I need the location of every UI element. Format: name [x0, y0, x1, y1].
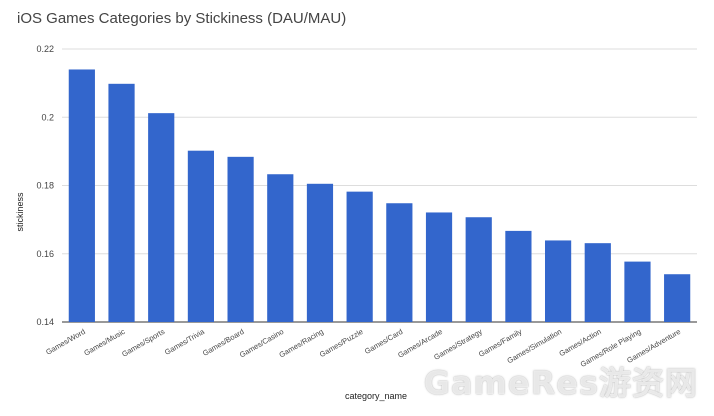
bar	[505, 230, 532, 322]
x-tick-label: Games/Trivia	[163, 327, 207, 357]
x-axis-label: category_name	[345, 391, 407, 401]
y-axis-label: stickiness	[15, 192, 25, 232]
bar	[68, 69, 95, 322]
bar	[306, 183, 334, 322]
y-tick-label: 0.22	[36, 44, 54, 54]
bar	[227, 156, 254, 322]
bar	[148, 113, 175, 322]
x-tick-label: Games/Music	[82, 327, 126, 358]
watermark: GameRes游资网	[423, 364, 698, 402]
y-tick-label: 0.16	[36, 249, 54, 259]
bar	[386, 203, 413, 322]
bar	[346, 191, 373, 322]
x-tick-label: Games/Puzzle	[318, 327, 365, 359]
bar	[108, 83, 135, 323]
bars-layer	[68, 69, 691, 323]
bar	[664, 274, 691, 322]
x-tick-label: Games/Sports	[120, 327, 166, 359]
bar	[267, 174, 294, 322]
bar	[187, 150, 215, 322]
y-tick-label: 0.18	[36, 181, 54, 191]
x-tick-label: Games/Word	[44, 327, 87, 357]
bar	[425, 212, 453, 322]
y-tick-label: 0.14	[36, 317, 54, 327]
bar	[465, 217, 492, 322]
chart-title: iOS Games Categories by Stickiness (DAU/…	[17, 10, 347, 27]
y-tick-labels: 0.14 0.16 0.18 0.2 0.22	[36, 44, 54, 327]
y-tick-label: 0.2	[41, 112, 54, 122]
bar	[544, 240, 572, 322]
bar	[584, 243, 611, 322]
bar	[624, 261, 651, 322]
x-tick-label: Games/Racing	[278, 327, 325, 360]
